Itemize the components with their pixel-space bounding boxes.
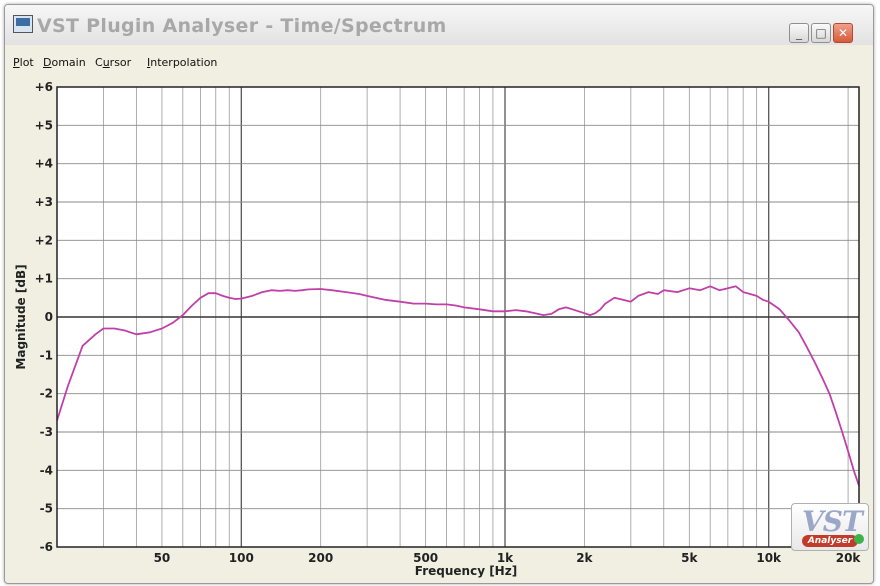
y-tick-label: 0 (45, 310, 53, 324)
y-tick-label: -3 (40, 425, 53, 439)
plot-frame (56, 86, 860, 548)
menu-cursor-label: rsor (109, 56, 132, 69)
title-bar[interactable]: VST Plugin Analyser - Time/Spectrum _ □ … (5, 5, 873, 45)
x-tick-label: 200 (308, 551, 333, 565)
menu-interpolation[interactable]: Interpolation (147, 56, 217, 69)
y-tick-label: +6 (35, 80, 53, 94)
y-tick-label: -5 (40, 502, 53, 516)
y-tick-label: -2 (40, 387, 53, 401)
menu-plot[interactable]: Plot (13, 56, 34, 69)
maximize-button[interactable]: □ (811, 23, 831, 43)
y-tick-label: -6 (40, 540, 53, 554)
tick-labels: +6 +5 +4 +3 +2 +1 0 -1 -2 -3 -4 -5 -6 50 100 200 500 1k 2k… (35, 80, 862, 565)
logo-green-dot-icon (854, 534, 864, 544)
x-tick-label: 1k (497, 551, 514, 565)
x-tick-label: 50 (154, 551, 171, 565)
x-tick-label: 500 (413, 551, 438, 565)
menu-cursor-prefix: C (95, 56, 103, 69)
vst-analyser-logo: VST Analyser (791, 503, 869, 551)
menu-cursor-accelerator: u (102, 56, 110, 69)
y-tick-label: +5 (35, 118, 53, 132)
minimize-button[interactable]: _ (789, 23, 809, 43)
menu-domain[interactable]: Domain (43, 56, 86, 69)
window-title: VST Plugin Analyser - Time/Spectrum (37, 15, 447, 37)
menu-cursor[interactable]: Cursor (95, 56, 131, 69)
x-tick-label: 5k (681, 551, 698, 565)
logo-analyser-text: Analyser (802, 535, 858, 547)
menu-interpolation-label: nterpolation (150, 56, 218, 69)
menu-interpolation-accelerator: I (147, 56, 151, 69)
plugin-analyser-window: VST Plugin Analyser - Time/Spectrum _ □ … (4, 4, 874, 584)
frequency-response-line (56, 285, 860, 486)
logo-vst-text: VST (802, 505, 863, 538)
y-tick-label: -4 (40, 463, 53, 477)
menu-domain-accelerator: D (43, 56, 52, 69)
x-tick-label: 20k (836, 551, 862, 565)
y-axis-label: Magnitude [dB] (14, 264, 28, 369)
close-button[interactable]: ✕ (833, 23, 853, 43)
y-tick-label: -1 (40, 348, 53, 362)
menu-plot-label: lot (19, 56, 34, 69)
y-tick-label: +3 (35, 195, 53, 209)
x-axis-label: Frequency [Hz] (415, 564, 517, 578)
app-icon[interactable] (13, 15, 33, 33)
menu-plot-accelerator: P (13, 56, 20, 69)
menu-domain-label: omain (51, 56, 86, 69)
grid-lines (57, 86, 859, 548)
x-tick-label: 100 (229, 551, 254, 565)
x-tick-label: 2k (576, 551, 593, 565)
y-tick-label: +4 (35, 157, 53, 171)
x-tick-label: 10k (756, 551, 782, 565)
y-tick-label: +2 (35, 233, 53, 247)
menu-bar: Plot Domain Cursor Interpolation (5, 51, 873, 75)
y-tick-label: +1 (35, 272, 53, 286)
spectrum-plot[interactable]: +6 +5 +4 +3 +2 +1 0 -1 -2 -3 -4 -5 -6 50 100 200 500 1k 2k… (5, 5, 873, 583)
